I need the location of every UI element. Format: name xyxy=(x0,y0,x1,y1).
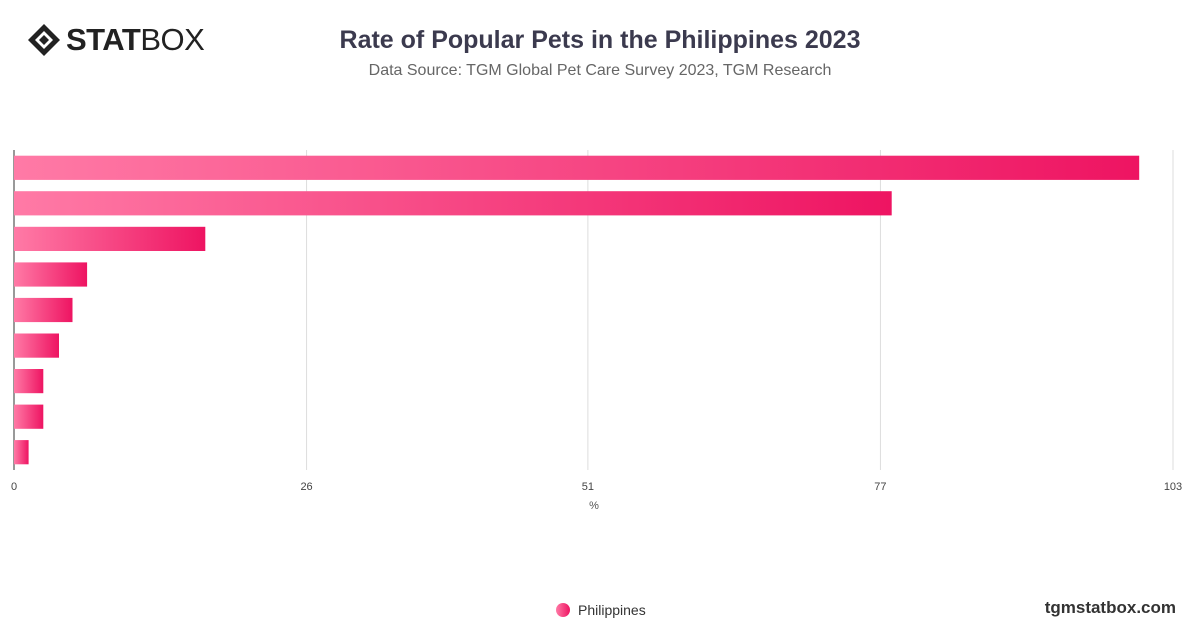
x-tick-label: 26 xyxy=(300,481,312,493)
bar[interactable] xyxy=(14,226,206,251)
x-tick-labels: 0 26 51 77 103 xyxy=(11,481,1182,493)
statbox-diamond-icon xyxy=(28,24,60,56)
brand-logo: STATBOX xyxy=(26,22,205,58)
brand-wordmark: STATBOX xyxy=(66,22,205,58)
x-tick-label: 103 xyxy=(1164,481,1182,493)
x-tick-label: 51 xyxy=(582,481,594,493)
brand-wordmark-strong: STAT xyxy=(66,22,141,57)
bar[interactable] xyxy=(14,297,73,323)
chart-subtitle: Data Source: TGM Global Pet Care Survey … xyxy=(368,62,832,79)
bar[interactable] xyxy=(14,262,88,287)
x-axis-label: % xyxy=(589,500,599,512)
bar[interactable] xyxy=(14,155,1140,180)
watermark: tgmstatbox.com xyxy=(1044,598,1176,617)
legend[interactable]: Philippines xyxy=(556,602,646,618)
legend-label: Philippines xyxy=(578,602,646,618)
bar[interactable] xyxy=(14,333,59,358)
x-tick-label: 0 xyxy=(11,481,17,493)
legend-swatch xyxy=(556,603,570,617)
bar[interactable] xyxy=(14,440,29,465)
bar[interactable] xyxy=(14,369,44,394)
bar[interactable] xyxy=(14,404,44,429)
bars xyxy=(14,155,1140,465)
chart-title: Rate of Popular Pets in the Philippines … xyxy=(339,26,861,54)
brand-wordmark-light: BOX xyxy=(140,22,205,57)
bar[interactable] xyxy=(14,191,892,216)
x-tick-label: 77 xyxy=(874,481,886,493)
